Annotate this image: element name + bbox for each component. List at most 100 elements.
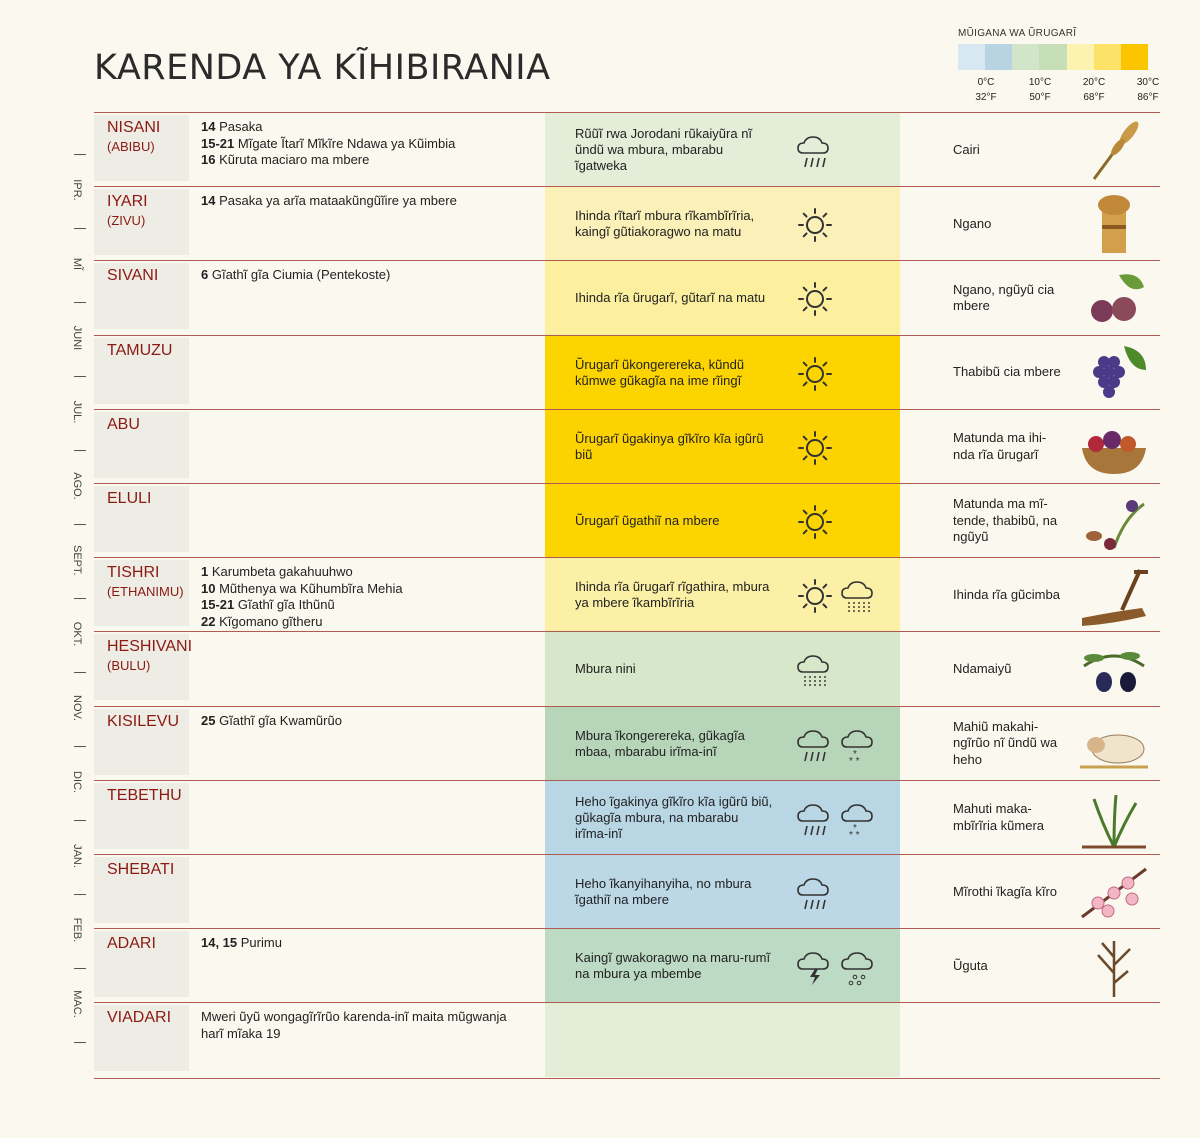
wheat-sheaf-icon xyxy=(1074,191,1154,257)
svg-text:*: * xyxy=(853,823,857,834)
barley-icon xyxy=(1074,117,1154,183)
weather-icons: * * * xyxy=(795,799,879,844)
temperature-legend: MŨIGANA WA ŨRUGARĨ 0°C 32°F 10°C 50°F 20°C 68… xyxy=(958,28,1168,105)
feast-name: Pasaka ya arĩa mataakũngũĩire ya mbere xyxy=(219,193,457,209)
gregorian-divider xyxy=(74,302,86,303)
feast-date: 14 xyxy=(201,119,220,134)
weather-description: Ũrugarĩ ũgakinya gĩkĩro kĩa igũrũ biũ xyxy=(575,430,764,462)
legend-swatch xyxy=(958,44,986,70)
crop-label: Mahuti maka-mbĩrĩria kũmera xyxy=(953,801,1045,833)
weather-description: Ihinda rĩa ũrugarĩ rĩgathira, mbura ya m… xyxy=(575,579,770,611)
rain-cloud-icon xyxy=(795,873,835,918)
month-name-cell xyxy=(94,560,189,627)
svg-text:* *: * * xyxy=(849,830,860,839)
crop-label: Ũguta xyxy=(953,957,988,973)
gregorian-month-label: JAN. xyxy=(71,844,83,868)
weather-description: Mbura nini xyxy=(575,661,636,677)
sheep-icon xyxy=(1074,711,1154,777)
month-alt-name: (ABIBU) xyxy=(107,139,155,154)
crop-label: Mahiũ makahi-ngĩrũo nĩ ũndũ wa heho xyxy=(953,718,1058,767)
crop-label: Matunda ma ihi-nda rĩa ũrugarĩ xyxy=(953,430,1047,462)
gregorian-divider xyxy=(74,228,86,229)
legend-tick-celsius: 30°C xyxy=(1136,77,1160,88)
legend-tick-fahrenheit: 68°F xyxy=(1083,92,1105,103)
feast-line: 25 Gĩathĩ gĩa Kwamũrũo xyxy=(201,713,531,730)
legend-swatch xyxy=(1093,44,1121,70)
legend-swatch xyxy=(1012,44,1040,70)
feast-line: 1 Karumbeta gakahuuhwo xyxy=(201,564,531,581)
crop-label: Ihinda rĩa gũcimba xyxy=(953,586,1060,602)
sun-icon xyxy=(795,428,835,473)
legend-swatch xyxy=(1120,44,1148,70)
feasts: 14 Pasaka ya arĩa mataakũngũĩire ya mber… xyxy=(201,193,531,210)
month-row: NISANI (ABIBU) 14 Pasaka 15-21 Mĩgate Ĩtarĩ… xyxy=(94,112,1160,187)
month-name: SHEBATI xyxy=(107,861,175,878)
feasts: 1 Karumbeta gakahuuhwo 10 Mũthenya wa Kũh… xyxy=(201,564,531,630)
feast-line: 6 Gĩathĩ gĩa Ciumia (Pentekoste) xyxy=(201,267,531,284)
weather-cell: Ihinda rĩtarĩ mbura rĩkambĩrĩria, kaingĩ… xyxy=(545,187,900,262)
legend-tick-fahrenheit: 50°F xyxy=(1029,92,1051,103)
legend-tick: 20°C 68°F xyxy=(1074,75,1114,105)
weather-cell: Heho ĩkanyihanyiha, no mbura ĩgathiĩ na … xyxy=(545,855,900,929)
rain-cloud-icon xyxy=(795,799,835,844)
temperature-color-scale xyxy=(958,44,1148,70)
feast-date: 14 xyxy=(201,193,220,209)
weather-icons xyxy=(795,428,835,473)
sun-icon xyxy=(795,354,835,399)
weather-description: Ihinda rĩtarĩ mbura rĩkambĩrĩria, kaingĩ… xyxy=(575,208,755,240)
weather-cell: Kaingĩ gwakoragwo na maru-rumĩ na mbura … xyxy=(545,929,900,1004)
weather-cell: Ihinda rĩa ũrugarĩ, gũtarĩ na matu xyxy=(545,261,900,336)
crop-label: Thabibũ cia mbere xyxy=(953,364,1061,380)
feast-name: Mĩgate Ĩtarĩ Mĩkĩre Ndawa ya Kũimbia xyxy=(237,135,456,151)
gregorian-month-label: DIC. xyxy=(71,771,83,793)
feast-line: 16 Kũruta maciaro ma mbere xyxy=(201,152,531,169)
page-title: KARENDA YA KĨHIBIRANIA xyxy=(94,48,551,88)
crop-label: Ngano xyxy=(953,215,992,231)
feast-line: 15-21 Gĩathĩ gĩa Ithũnũ xyxy=(201,597,531,614)
gregorian-divider xyxy=(74,450,86,451)
plow-icon xyxy=(1074,562,1154,628)
snow-cloud-icon: * * * xyxy=(839,725,879,770)
weather-description: Ihinda rĩa ũrugarĩ, gũtarĩ na matu xyxy=(575,290,766,306)
feast-name: Gĩathĩ gĩa Ithũnũ xyxy=(237,597,335,613)
legend-tick-celsius: 10°C xyxy=(1028,77,1052,88)
weather-description: Ũrugarĩ ũkongerereka, kũndũ kũmwe gũkagĩ… xyxy=(575,356,745,388)
weather-cell: Heho ĩgakinya gĩkĩro kĩa igũrũ biũ, gũka… xyxy=(545,780,900,855)
weather-icons xyxy=(795,502,835,547)
month-name: ELULI xyxy=(107,490,152,507)
weather-icons xyxy=(795,205,835,250)
grapes-icon xyxy=(1074,340,1154,406)
month-name-cell xyxy=(94,115,189,181)
svg-text:*: * xyxy=(853,749,857,760)
gregorian-month-label: AGO. xyxy=(71,472,83,500)
rain-cloud-icon xyxy=(795,131,835,176)
legend-tick: 30°C 86°F xyxy=(1128,75,1168,105)
weather-cell: Ũrugarĩ ũkongerereka, kũndũ kũmwe gũkagĩ… xyxy=(545,335,900,410)
legend-tick-celsius: 20°C xyxy=(1082,77,1106,88)
rain-cloud-icon xyxy=(795,725,835,770)
storm-cloud-icon xyxy=(795,947,835,992)
gregorian-divider xyxy=(74,524,86,525)
feast-name: Pasaka xyxy=(219,119,263,134)
weather-icons xyxy=(795,131,835,176)
gregorian-divider xyxy=(74,1042,86,1043)
weather-icons xyxy=(795,873,835,918)
gregorian-divider xyxy=(74,672,86,673)
feast-name: Gĩathĩ gĩa Ciumia (Pentekoste) xyxy=(211,267,391,283)
gregorian-month-label: SEPT. xyxy=(71,545,83,576)
gregorian-divider xyxy=(74,968,86,969)
month-row: ADARI 14, 15 Purimu Kaingĩ gwakoragwo na m… xyxy=(94,928,1160,1004)
month-alt-name: (ZIVU) xyxy=(107,213,146,229)
feast-line: 10 Mũthenya wa Kũhumbĩra Mehia xyxy=(201,581,531,598)
month-row: IYARI (ZIVU) 14 Pasaka ya arĩa mataakũngũĩ… xyxy=(94,186,1160,262)
gregorian-divider xyxy=(74,376,86,377)
feast-name: Purimu xyxy=(240,935,282,951)
month-row: TEBETHU Heho ĩgakinya gĩkĩro kĩa igũrũ bi… xyxy=(94,779,1160,855)
weather-cell: Mbura ĩkongerereka, gũkagĩa mbaa, mbarab… xyxy=(545,706,900,781)
month-row: SIVANI 6 Gĩathĩ gĩa Ciumia (Pentekoste) Ih… xyxy=(94,260,1160,336)
month-name: VIADARI xyxy=(107,1009,172,1027)
month-row: SHEBATI Heho ĩkanyihanyiha, no mbura ĩgat… xyxy=(94,854,1160,929)
legend-swatch xyxy=(1039,44,1067,70)
feast-date: 15-21 xyxy=(201,135,238,151)
legend-ticks: 0°C 32°F 10°C 50°F 20°C 68°F 30°C 86°F xyxy=(958,75,1168,105)
